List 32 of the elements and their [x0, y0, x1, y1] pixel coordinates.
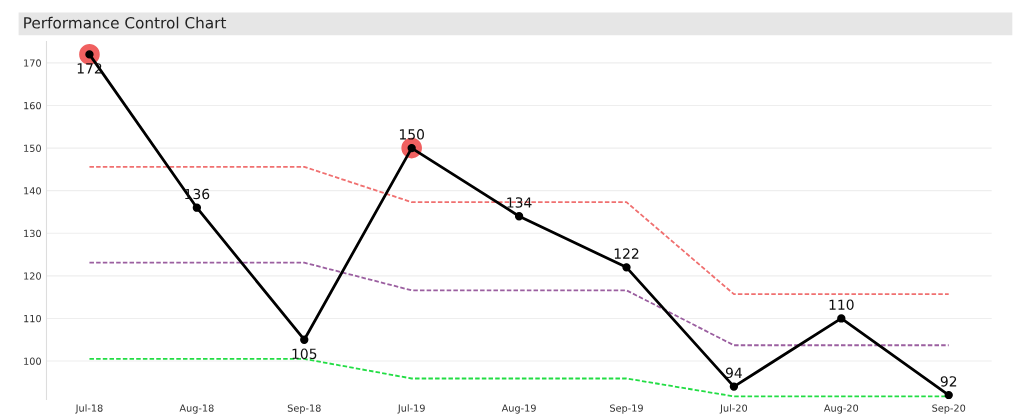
- point: [192, 203, 202, 212]
- x-tick-label: Aug-18: [179, 404, 214, 414]
- data-label: 122: [614, 248, 639, 259]
- y-tick-label: 140: [24, 187, 41, 195]
- x-tick-label: Aug-19: [501, 404, 536, 414]
- chart-title: Performance Control Chart: [24, 16, 227, 29]
- x-tick-label: Jul-18: [75, 404, 103, 414]
- x-tick-label: Sep-18: [287, 404, 321, 414]
- y-tick-label: 130: [24, 229, 41, 238]
- x-tick-label: Sep-19: [610, 404, 643, 414]
- x-tick-label: Sep-20: [932, 404, 966, 414]
- data-label: 150: [399, 129, 425, 140]
- data-label: 110: [829, 299, 854, 310]
- data-label: 105: [292, 348, 317, 360]
- y-tick-label: 160: [24, 101, 41, 110]
- point: [300, 335, 309, 344]
- y-tick-label: 170: [24, 59, 41, 67]
- x-tick-label: Jul-19: [397, 404, 425, 414]
- point: [729, 382, 739, 391]
- y-tick-label: 110: [24, 314, 41, 323]
- data-label: 134: [507, 197, 532, 208]
- y-tick-label: 120: [24, 272, 41, 280]
- point: [837, 314, 846, 323]
- x-tick-label: Jul-20: [719, 404, 748, 414]
- data-label: 92: [940, 376, 957, 387]
- data-label: 94: [725, 367, 742, 379]
- point: [514, 212, 524, 221]
- point: [944, 390, 953, 400]
- x-tick-label: Aug-20: [823, 404, 859, 414]
- y-tick-label: 100: [24, 357, 41, 365]
- point: [622, 263, 631, 272]
- y-tick-label: 150: [24, 144, 41, 152]
